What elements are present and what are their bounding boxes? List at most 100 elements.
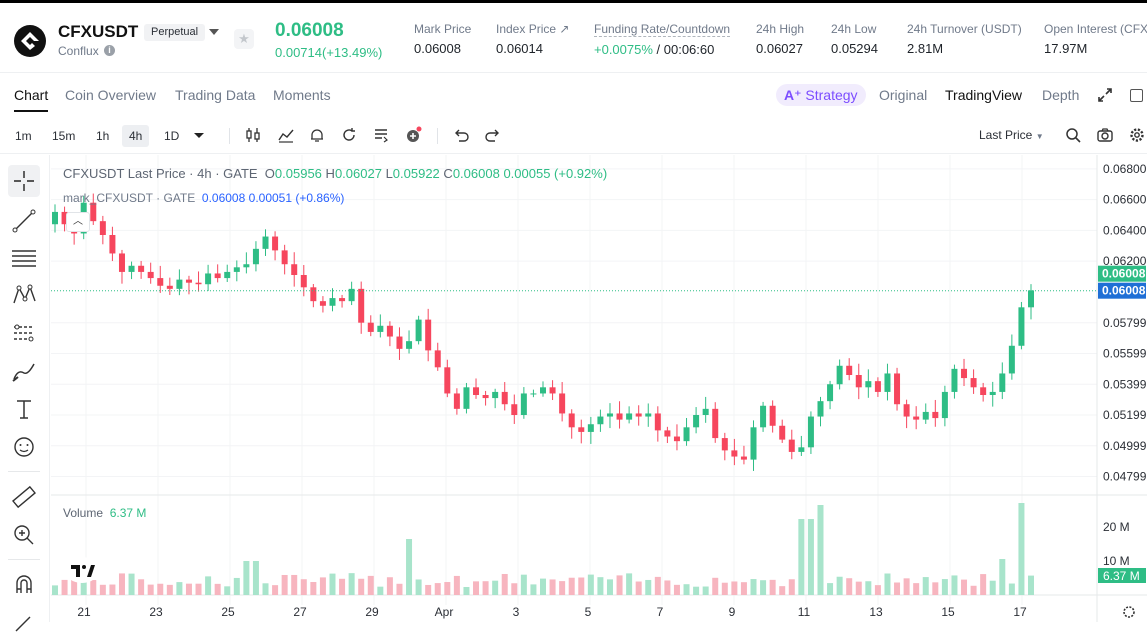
trend-line-tool[interactable] <box>8 205 40 237</box>
horizontal-lines-tool[interactable] <box>8 242 40 274</box>
price-chart[interactable]: 0.06800 0.06600 0.06400 0.06200 0.05799 0.055… <box>51 155 1147 622</box>
settings-gear-icon[interactable] <box>1128 126 1146 144</box>
x-tick-label: 17 <box>1013 605 1027 619</box>
expand-icon[interactable] <box>1097 87 1113 103</box>
stat-label: 24h Turnover (USDT) <box>907 22 1022 36</box>
timeframe-1h[interactable]: 1h <box>96 129 110 143</box>
indicators-icon[interactable] <box>277 126 295 144</box>
timeframe-15m[interactable]: 15m <box>52 129 76 143</box>
candle-body <box>205 273 212 285</box>
stat-label[interactable]: Funding Rate/Countdown <box>594 22 731 37</box>
ohlc-legend: CFXUSDT Last Price · 4h · GATE O0.05956 … <box>63 166 607 181</box>
volume-bar <box>702 586 709 595</box>
stat-label[interactable]: Index Price ↗ <box>496 22 570 36</box>
volume-bar <box>425 584 432 595</box>
timeframe-dropdown-icon[interactable] <box>190 126 208 144</box>
collapse-legend-button[interactable]: ︿ <box>66 212 90 232</box>
replay-icon[interactable] <box>340 126 358 144</box>
search-icon[interactable] <box>1064 126 1082 144</box>
camera-icon[interactable] <box>1096 126 1114 144</box>
stat-open-interest: Open Interest (CFX) 17.97M <box>1044 22 1147 56</box>
magnet-tool[interactable] <box>8 569 40 601</box>
volume-bar <box>932 582 939 595</box>
fib-tool[interactable] <box>8 317 40 349</box>
symbol-title[interactable]: CFXUSDT <box>58 22 139 41</box>
timeframe-4h[interactable]: 4h <box>122 125 150 147</box>
timeframe-1d[interactable]: 1D <box>164 129 180 143</box>
alert-icon[interactable] <box>308 126 326 144</box>
add-plus-icon[interactable] <box>404 126 422 144</box>
strategy-button[interactable]: A⁺ Strategy <box>776 84 866 106</box>
candle-body <box>444 367 451 394</box>
volume-bar <box>176 582 183 595</box>
zoom-tool[interactable] <box>8 519 40 551</box>
crosshair-tool[interactable] <box>8 165 40 197</box>
volume-bar <box>453 575 460 595</box>
price-type-select[interactable]: Last Price ▼ <box>979 128 1044 142</box>
candle-body <box>884 373 891 392</box>
view-tab-depth[interactable]: Depth <box>1042 87 1080 103</box>
redo-icon[interactable] <box>484 126 502 144</box>
template-icon[interactable] <box>372 126 390 144</box>
volume-bar <box>262 583 269 595</box>
volume-bar <box>185 583 192 595</box>
candle-body <box>846 365 853 375</box>
x-tick-label: 3 <box>513 605 520 619</box>
drawing-toolbar <box>0 155 50 632</box>
high-value: 0.06027 <box>334 166 382 181</box>
volume-bar <box>587 574 594 595</box>
candle-body <box>406 341 413 349</box>
brush-icon <box>12 363 35 382</box>
candle-body <box>970 378 977 388</box>
y-tick-label: 0.04799 <box>1103 470 1147 484</box>
brush-tool[interactable] <box>8 355 40 387</box>
candle-body <box>185 279 192 283</box>
volume-bar <box>520 574 527 595</box>
info-icon[interactable]: i <box>104 45 115 56</box>
pattern-tool[interactable] <box>8 279 40 311</box>
last-price: 0.06008 <box>275 20 344 41</box>
favorite-star-icon[interactable]: ★ <box>234 29 254 49</box>
emoji-tool[interactable] <box>8 431 40 463</box>
text-icon <box>17 400 31 419</box>
candle-body <box>673 436 680 442</box>
chart-area[interactable]: 0.06800 0.06600 0.06400 0.06200 0.05799 0.055… <box>51 155 1147 622</box>
volume-bar <box>329 573 336 595</box>
stat-index-price[interactable]: Index Price ↗ 0.06014 <box>496 22 569 56</box>
candle-body <box>252 248 259 265</box>
tab-trading-data[interactable]: Trading Data <box>175 87 256 103</box>
candle-body <box>281 250 288 265</box>
candle-body <box>272 236 279 251</box>
volume-bar <box>961 579 968 595</box>
text-tool[interactable] <box>8 393 40 425</box>
candle-body <box>693 415 700 428</box>
undo-icon[interactable] <box>452 126 470 144</box>
candle-body <box>807 416 814 448</box>
volume-bar <box>970 585 977 595</box>
zoom-in-icon <box>14 525 34 545</box>
tab-moments[interactable]: Moments <box>273 87 331 103</box>
volume-bar <box>779 586 786 595</box>
volume-bar <box>386 577 393 595</box>
view-tab-tradingview[interactable]: TradingView <box>945 87 1023 103</box>
tab-coin-overview[interactable]: Coin Overview <box>65 87 157 103</box>
view-tab-original[interactable]: Original <box>879 87 928 103</box>
candle-body <box>243 264 250 268</box>
volume-tick-label: 10 M <box>1103 554 1130 568</box>
measure-tool[interactable] <box>8 607 40 639</box>
stat-funding-rate[interactable]: Funding Rate/Countdown +0.0075% / 00:06:… <box>594 22 731 57</box>
tab-chart[interactable]: Chart <box>14 87 49 112</box>
ruler-tool[interactable] <box>8 481 40 513</box>
candle-body <box>645 413 652 417</box>
candle-body <box>147 271 154 279</box>
candle-body <box>367 322 374 332</box>
tradingview-logo[interactable] <box>65 557 99 583</box>
candle-type-icon[interactable] <box>244 126 262 144</box>
window-mode-icon[interactable] <box>1130 89 1143 102</box>
stat-value: 0.06027 <box>756 41 803 56</box>
symbol-dropdown-icon[interactable] <box>209 29 219 35</box>
y-tick-label: 0.05599 <box>1103 347 1147 361</box>
x-tick-label: 11 <box>798 605 811 619</box>
candle-body <box>740 456 747 460</box>
timeframe-1m[interactable]: 1m <box>15 129 32 143</box>
